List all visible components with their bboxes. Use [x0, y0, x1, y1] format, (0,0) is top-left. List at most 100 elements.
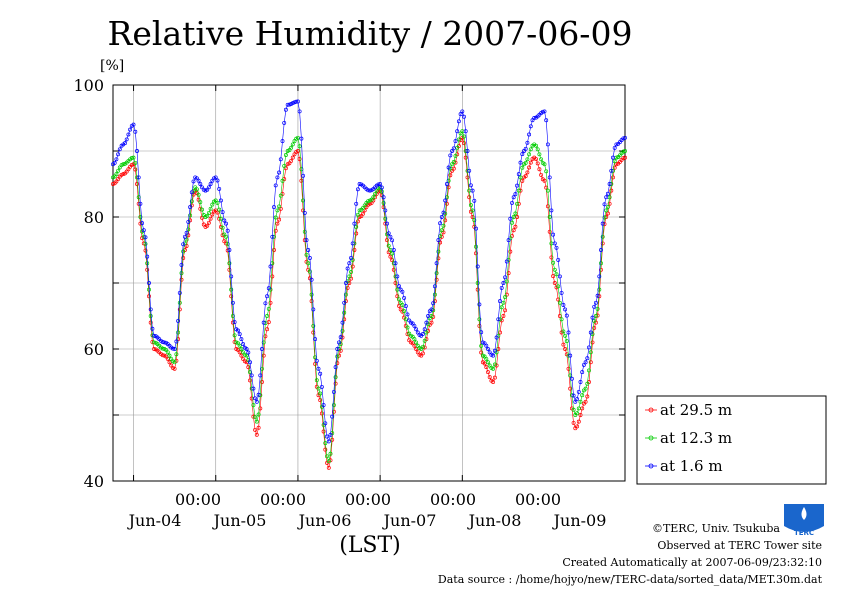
data-point-at-29-5-m: [147, 294, 151, 299]
data-point-at-1-6-m: [347, 261, 352, 266]
data-point-at-29-5-m: [463, 155, 468, 160]
data-point-at-12-3-m: [477, 317, 482, 322]
data-point-at-1-6-m: [177, 290, 182, 295]
data-point-at-1-6-m: [251, 386, 256, 391]
data-point-at-1-6-m: [306, 248, 311, 252]
data-point-at-1-6-m: [311, 307, 316, 312]
data-point-at-1-6-m: [434, 261, 439, 266]
data-point-at-29-5-m: [621, 156, 626, 161]
data-point-at-12-3-m: [256, 412, 261, 417]
data-point-at-12-3-m: [230, 314, 235, 318]
data-point-at-12-3-m: [302, 229, 307, 234]
data-point-at-1-6-m: [470, 188, 475, 193]
data-point-at-1-6-m: [198, 182, 203, 186]
data-point-at-12-3-m: [323, 441, 328, 446]
data-point-at-29-5-m: [290, 155, 295, 160]
data-point-at-12-3-m: [373, 191, 377, 196]
data-point-at-1-6-m: [249, 373, 254, 378]
data-point-at-1-6-m: [412, 323, 417, 328]
data-point-at-1-6-m: [563, 307, 568, 312]
data-point-at-1-6-m: [453, 139, 458, 144]
data-point-at-1-6-m: [239, 337, 244, 342]
data-point-at-1-6-m: [215, 178, 220, 183]
data-point-at-1-6-m: [623, 135, 627, 140]
data-point-at-12-3-m: [563, 333, 568, 338]
data-point-at-29-5-m: [208, 216, 213, 221]
data-point-at-1-6-m: [124, 137, 129, 142]
data-point-at-12-3-m: [232, 333, 237, 338]
data-point-at-12-3-m: [592, 318, 597, 323]
data-point-at-1-6-m: [405, 312, 410, 317]
data-point-at-12-3-m: [491, 366, 496, 371]
data-point-at-1-6-m: [581, 362, 586, 367]
data-point-at-12-3-m: [282, 163, 287, 168]
data-point-at-29-5-m: [539, 172, 544, 177]
data-point-at-1-6-m: [292, 100, 297, 105]
data-point-at-1-6-m: [280, 139, 285, 144]
data-point-at-1-6-m: [352, 221, 357, 226]
data-point-at-1-6-m: [486, 347, 490, 351]
data-point-at-29-5-m: [181, 256, 186, 260]
data-point-at-1-6-m: [268, 264, 273, 269]
data-point-at-1-6-m: [479, 330, 484, 335]
data-point-at-29-5-m: [563, 347, 568, 351]
legend-label-12-3m: at 12.3 m: [660, 429, 732, 447]
data-point-at-12-3-m: [194, 187, 199, 192]
data-point-at-12-3-m: [470, 208, 475, 213]
data-point-at-29-5-m: [508, 249, 513, 254]
data-point-at-12-3-m: [306, 261, 311, 266]
data-point-at-1-6-m: [556, 257, 561, 262]
data-point-at-1-6-m: [402, 295, 407, 300]
series-line-at-29-5-m: [112, 137, 626, 469]
data-point-at-29-5-m: [395, 294, 400, 299]
data-point-at-29-5-m: [248, 378, 252, 383]
data-point-at-1-6-m: [438, 221, 443, 226]
data-point-at-29-5-m: [184, 244, 189, 248]
data-point-at-29-5-m: [576, 419, 581, 424]
data-point-at-1-6-m: [309, 277, 314, 282]
data-point-at-12-3-m: [237, 343, 242, 348]
data-point-at-1-6-m: [501, 281, 506, 285]
data-point-at-12-3-m: [147, 287, 151, 292]
data-point-at-1-6-m: [444, 182, 449, 186]
data-point-at-29-5-m: [361, 211, 365, 216]
data-point-at-1-6-m: [564, 313, 569, 318]
data-point-at-29-5-m: [295, 149, 300, 153]
data-point-at-12-3-m: [355, 212, 360, 217]
data-point-at-1-6-m: [313, 337, 318, 342]
data-point-at-29-5-m: [479, 350, 484, 355]
data-point-at-1-6-m: [607, 182, 612, 186]
data-point-at-12-3-m: [114, 172, 119, 177]
data-point-at-1-6-m: [131, 122, 136, 127]
data-point-at-1-6-m: [301, 173, 306, 178]
data-point-at-1-6-m: [545, 142, 550, 147]
data-point-at-1-6-m: [181, 242, 186, 247]
data-point-at-12-3-m: [451, 160, 456, 164]
data-point-at-1-6-m: [367, 188, 372, 193]
data-point-at-1-6-m: [455, 129, 460, 134]
data-point-at-1-6-m: [422, 327, 427, 332]
data-point-at-1-6-m: [278, 157, 283, 162]
data-point-at-12-3-m: [439, 228, 444, 233]
data-point-at-1-6-m: [510, 200, 514, 205]
data-point-at-29-5-m: [487, 375, 492, 380]
data-point-at-1-6-m: [345, 266, 350, 271]
data-point-at-1-6-m: [379, 185, 384, 190]
data-point-at-29-5-m: [270, 274, 275, 279]
data-point-at-1-6-m: [285, 102, 290, 107]
data-point-at-12-3-m: [604, 208, 609, 213]
data-point-at-1-6-m: [528, 124, 533, 129]
data-point-at-1-6-m: [432, 284, 437, 289]
data-point-at-1-6-m: [331, 389, 336, 394]
data-point-at-12-3-m: [381, 201, 386, 205]
data-point-at-1-6-m: [295, 99, 300, 104]
data-point-at-29-5-m: [246, 365, 251, 370]
data-point-at-1-6-m: [355, 187, 360, 192]
data-point-at-1-6-m: [592, 304, 597, 309]
data-point-at-1-6-m: [462, 114, 466, 119]
data-point-at-29-5-m: [525, 170, 530, 175]
data-point-at-1-6-m: [491, 353, 496, 358]
data-point-at-1-6-m: [516, 172, 521, 177]
data-point-at-12-3-m: [403, 317, 408, 322]
data-point-at-29-5-m: [393, 281, 398, 285]
